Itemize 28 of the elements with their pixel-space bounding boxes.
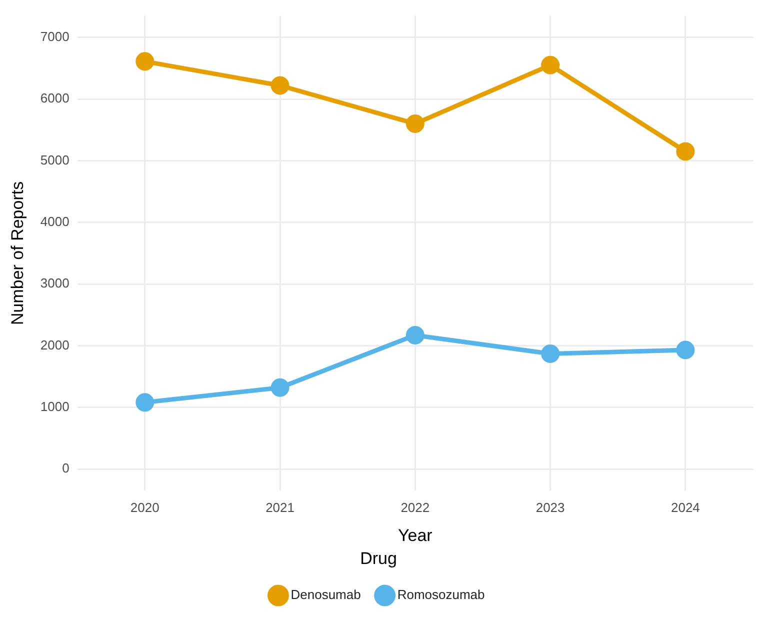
legend-label: Denosumab <box>290 587 361 602</box>
y-tick-label: 4000 <box>40 214 70 229</box>
legend-title: Drug <box>360 548 397 568</box>
point <box>541 344 560 363</box>
y-tick-label: 0 <box>62 460 70 476</box>
x-tick-label: 2023 <box>536 500 565 515</box>
y-tick-label: 6000 <box>40 90 70 106</box>
y-axis-title: Number of Reports <box>8 181 27 326</box>
point <box>676 340 695 360</box>
x-tick-label: 2024 <box>670 500 700 515</box>
point <box>270 76 290 95</box>
x-tick-label: 2020 <box>130 500 160 515</box>
legend-label: Romosozumab <box>397 587 485 602</box>
y-tick-label: 7000 <box>40 28 70 44</box>
x-tick-label: 2021 <box>266 500 294 515</box>
point <box>541 56 560 74</box>
x-axis-title: Year <box>398 526 433 546</box>
y-tick-label: 1000 <box>40 398 70 414</box>
x-tick-label: 2022 <box>400 500 430 515</box>
point <box>136 52 154 71</box>
y-tick-label: 2000 <box>40 337 70 352</box>
point <box>270 378 290 397</box>
y-tick-label: 5000 <box>40 152 70 168</box>
y-tick-label: 3000 <box>40 276 70 291</box>
point <box>676 142 695 161</box>
point <box>406 114 424 133</box>
point <box>406 326 424 344</box>
point <box>136 393 154 412</box>
